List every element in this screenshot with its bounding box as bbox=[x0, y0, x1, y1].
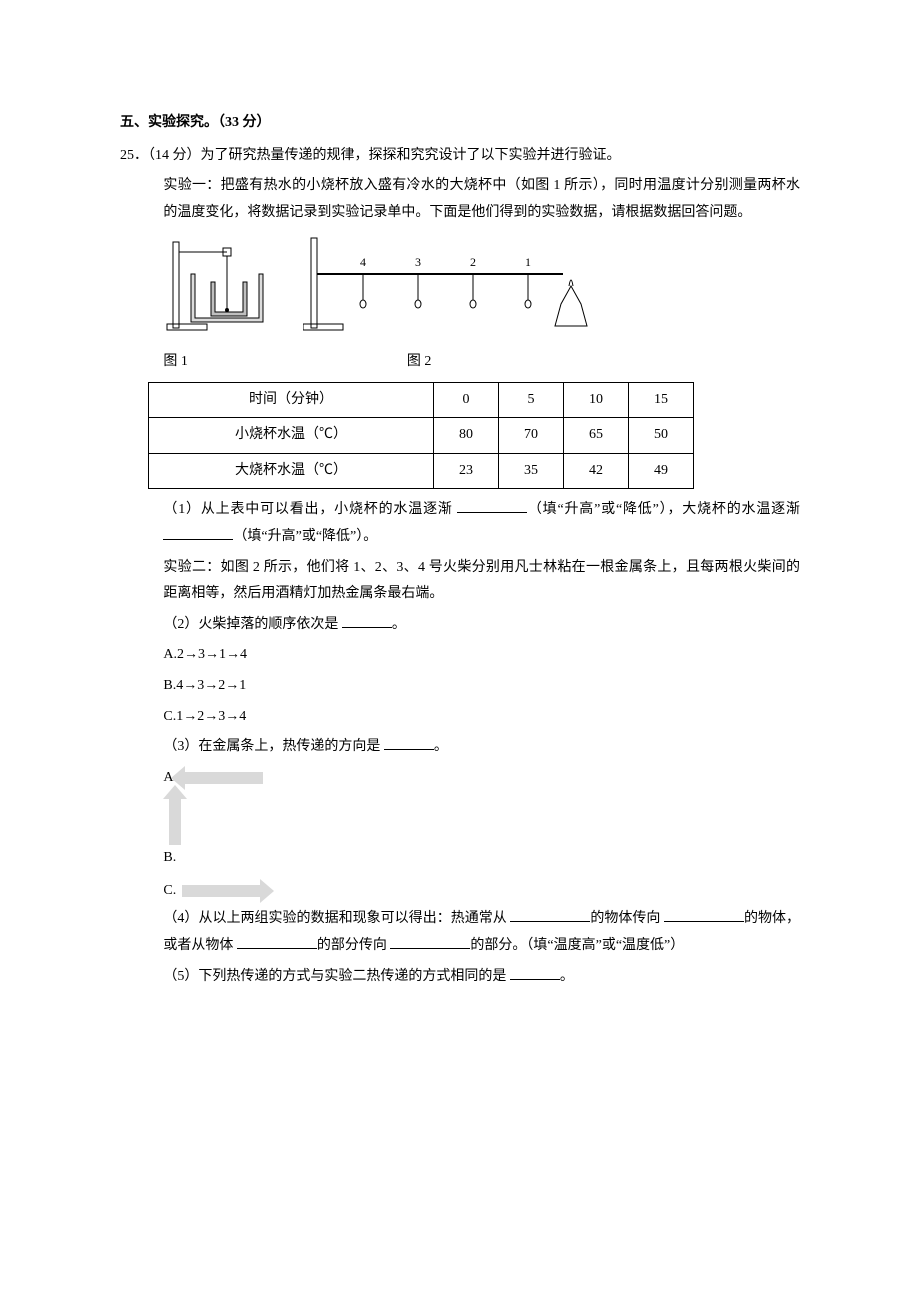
opt-b-label: B. bbox=[163, 845, 176, 872]
cell: 10 bbox=[564, 382, 629, 418]
table-row: 小烧杯水温（℃） 80 70 65 50 bbox=[149, 418, 694, 454]
blank[interactable] bbox=[237, 934, 317, 949]
arrow-right-icon bbox=[182, 885, 262, 897]
blank[interactable] bbox=[664, 907, 744, 922]
match-label-4: 4 bbox=[360, 255, 366, 269]
match-label-1: 1 bbox=[525, 255, 531, 269]
blank[interactable] bbox=[510, 907, 590, 922]
sub4-a: （4）从以上两组实验的数据和现象可以得出：热通常从 bbox=[163, 911, 510, 926]
cell: 0 bbox=[434, 382, 499, 418]
row-head-small: 小烧杯水温（℃） bbox=[149, 418, 434, 454]
figure-row: 4 3 2 1 bbox=[120, 234, 800, 345]
cell: 49 bbox=[629, 453, 694, 489]
sub1-hint-b: （填“升高”或“降低”）。 bbox=[233, 529, 377, 544]
sub4-d: 的部分传向 bbox=[317, 938, 391, 953]
figure-2: 4 3 2 1 bbox=[303, 234, 603, 345]
cell: 80 bbox=[434, 418, 499, 454]
figure-1 bbox=[163, 234, 273, 345]
row-head-time: 时间（分钟） bbox=[149, 382, 434, 418]
row-head-big: 大烧杯水温（℃） bbox=[149, 453, 434, 489]
sub2-opt-c[interactable]: C.1→2→3→4 bbox=[120, 704, 800, 731]
q25-lead-text: 为了研究热量传递的规律，探探和究究设计了以下实验并进行验证。 bbox=[201, 148, 621, 163]
sub5-stem: （5）下列热传递的方式与实验二热传递的方式相同的是 bbox=[163, 969, 510, 984]
blank[interactable] bbox=[390, 934, 470, 949]
sub1: （1）从上表中可以看出，小烧杯的水温逐渐 （填“升高”或“降低”），大烧杯的水温… bbox=[120, 497, 800, 550]
section-title: 五、实验探究。（33 分） bbox=[120, 110, 800, 137]
page: 五、实验探究。（33 分） 25．（14 分）为了研究热量传递的规律，探探和究究… bbox=[0, 0, 920, 1054]
cell: 65 bbox=[564, 418, 629, 454]
q25-lead: 25．（14 分）为了研究热量传递的规律，探探和究究设计了以下实验并进行验证。 bbox=[120, 143, 800, 170]
data-table: 时间（分钟） 0 5 10 15 小烧杯水温（℃） 80 70 65 50 大烧… bbox=[148, 382, 694, 490]
opt-c-label: C. bbox=[163, 878, 176, 905]
blank[interactable] bbox=[384, 735, 434, 750]
q25-score: （14 分） bbox=[148, 148, 201, 163]
sub5-tail: 。 bbox=[560, 969, 574, 984]
cell: 42 bbox=[564, 453, 629, 489]
sub3-stem-text: （3）在金属条上，热传递的方向是 bbox=[163, 739, 384, 754]
cell: 35 bbox=[499, 453, 564, 489]
table-row: 时间（分钟） 0 5 10 15 bbox=[149, 382, 694, 418]
match-label-3: 3 bbox=[415, 255, 421, 269]
exp2-desc: 实验二：如图 2 所示，他们将 1、2、3、4 号火柴分别用凡士林粘在一根金属条… bbox=[120, 555, 800, 608]
sub2-tail: 。 bbox=[392, 617, 406, 632]
q25-number: 25． bbox=[120, 148, 148, 163]
figure-captions: 图 1 图 2 bbox=[120, 349, 800, 376]
sub4: （4）从以上两组实验的数据和现象可以得出：热通常从 的物体传向 的物体，或者从物… bbox=[120, 906, 800, 959]
blank[interactable] bbox=[457, 498, 527, 513]
cell: 50 bbox=[629, 418, 694, 454]
cell: 70 bbox=[499, 418, 564, 454]
cell: 15 bbox=[629, 382, 694, 418]
sub2-opt-a[interactable]: A.2→3→1→4 bbox=[120, 642, 800, 669]
sub4-e: 的部分。（填“温度高”或“温度低”） bbox=[470, 938, 684, 953]
sub3-opt-b[interactable]: B. bbox=[120, 797, 800, 872]
sub2-stem: （2）火柴掉落的顺序依次是 。 bbox=[120, 612, 800, 639]
sub1-a: （1）从上表中可以看出，小烧杯的水温逐渐 bbox=[163, 502, 457, 517]
exp1-desc: 实验一：把盛有热水的小烧杯放入盛有冷水的大烧杯中（如图 1 所示），同时用温度计… bbox=[120, 173, 800, 226]
figure-1-caption: 图 1 bbox=[163, 349, 253, 376]
sub2-opt-b[interactable]: B.4→3→2→1 bbox=[120, 673, 800, 700]
table-row: 大烧杯水温（℃） 23 35 42 49 bbox=[149, 453, 694, 489]
arrow-left-icon bbox=[183, 772, 263, 784]
sub3-tail: 。 bbox=[434, 739, 448, 754]
cell: 5 bbox=[499, 382, 564, 418]
match-label-2: 2 bbox=[470, 255, 476, 269]
sub3-opt-c[interactable]: C. bbox=[120, 878, 800, 905]
blank[interactable] bbox=[510, 965, 560, 980]
arrow-up-icon bbox=[169, 797, 181, 845]
blank[interactable] bbox=[163, 525, 233, 540]
sub2-stem-text: （2）火柴掉落的顺序依次是 bbox=[163, 617, 342, 632]
cell: 23 bbox=[434, 453, 499, 489]
sub1-hint-a: （填“升高”或“降低”），大烧杯的水温逐渐 bbox=[527, 502, 800, 517]
sub5: （5）下列热传递的方式与实验二热传递的方式相同的是 。 bbox=[120, 964, 800, 991]
sub4-b: 的物体传向 bbox=[590, 911, 664, 926]
sub3-stem: （3）在金属条上，热传递的方向是 。 bbox=[120, 734, 800, 761]
figure-2-caption: 图 2 bbox=[407, 349, 432, 376]
blank[interactable] bbox=[342, 613, 392, 628]
sub3-opt-a[interactable]: A. bbox=[120, 765, 800, 792]
